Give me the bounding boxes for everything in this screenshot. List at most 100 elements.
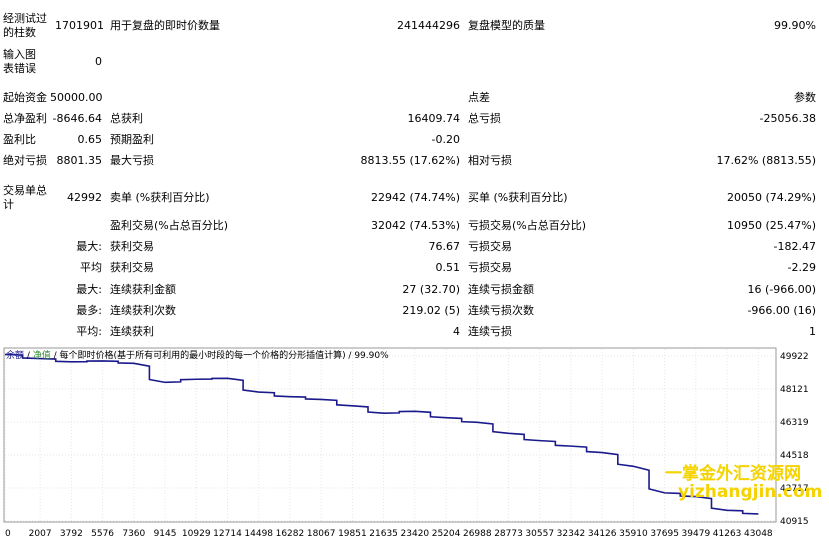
total-trades-label: 交易单总计	[3, 184, 47, 211]
x-tick-label: 18067	[307, 529, 336, 539]
x-tick-label: 21635	[369, 529, 398, 539]
chart-legend: 余额 / 净值 / 每个即时价格(基于所有可利用的最小时段的每一个价格的分形插值…	[6, 348, 389, 361]
legend-text: / 每个即时价格(基于所有可利用的最小时段的每一个价格的分形插值计算) / 99…	[50, 351, 389, 361]
avg-profit-label: 获利交易	[110, 261, 154, 274]
y-tick-label: 48121	[780, 385, 809, 395]
profit-factor-value: 0.65	[77, 133, 103, 146]
balance-line	[4, 353, 759, 515]
y-tick-label: 49922	[780, 352, 809, 362]
avg-loss-label: 亏损交易	[468, 261, 512, 274]
largest-profit-value: 76.67	[428, 240, 461, 253]
gross-profit-label: 总获利	[110, 112, 143, 125]
x-tick-label: 2007	[29, 529, 52, 539]
x-tick-label: 7360	[122, 529, 145, 539]
quality-label: 复盘模型的质量	[468, 19, 545, 32]
plot-area	[3, 347, 777, 523]
quality-value: 99.90%	[774, 19, 816, 32]
legend-equity: 净值	[32, 351, 51, 361]
x-tick-label: 25204	[432, 529, 461, 539]
abs-dd-label: 绝对亏损	[3, 154, 47, 167]
y-axis-ticks: 49922 48121 46319 44518 42717 40915	[780, 352, 809, 527]
largest-profit-label: 获利交易	[110, 240, 154, 253]
legend-sep: /	[24, 351, 33, 361]
short-trades-value: 22942 (74.74%)	[370, 191, 460, 204]
x-tick-label: 30557	[525, 529, 554, 539]
long-trades-value: 20050 (74.29%)	[726, 191, 816, 204]
y-tick-label: 40915	[780, 517, 809, 527]
y-tick-label: 46319	[780, 418, 809, 428]
max-prefix: 最大:	[76, 283, 102, 296]
report-table: 经测试过的柱数 1701901 用于复盘的即时价数量 241444296 复盘模…	[3, 12, 816, 338]
loss-trades-value: 10950 (25.47%)	[726, 219, 816, 232]
watermark-cn: 一掌金外汇资源网	[665, 464, 801, 484]
loss-trades-label: 亏损交易(%占总百分比)	[468, 219, 587, 232]
profit-trades-label: 盈利交易(%占总百分比)	[110, 219, 229, 232]
x-tick-label: 9145	[154, 529, 177, 539]
max-dd-value: 8813.55 (17.62%)	[360, 154, 460, 167]
largest-loss-label: 亏损交易	[468, 240, 512, 253]
x-tick-label: 39479	[682, 529, 711, 539]
x-tick-label: 32342	[557, 529, 586, 539]
deposit-value: 50000.00	[50, 91, 103, 104]
y-tick-label: 44518	[780, 451, 809, 461]
x-tick-label: 0	[5, 529, 11, 539]
avg-loss-value: -2.29	[787, 261, 816, 274]
x-tick-label: 37695	[650, 529, 679, 539]
spread-label: 点差	[468, 91, 490, 104]
profit-factor-label: 盈利比	[3, 133, 36, 146]
spread-value: 参数	[794, 91, 816, 104]
max-dd-label: 最大亏损	[110, 154, 154, 167]
x-tick-label: 14498	[244, 529, 273, 539]
bars-label: 经测试过的柱数	[3, 12, 47, 39]
x-tick-label: 10929	[182, 529, 211, 539]
net-profit-value: -8646.64	[52, 112, 102, 125]
x-tick-label: 23420	[401, 529, 430, 539]
grid-lines	[4, 349, 775, 522]
max-cons-loss-label: 连续亏损次数	[468, 304, 534, 317]
avg-cons-wins-value: 4	[453, 325, 460, 338]
profit-trades-value: 32042 (74.53%)	[370, 219, 460, 232]
gross-loss-label: 总亏损	[468, 112, 501, 125]
errors-value: 0	[95, 55, 102, 68]
largest-prefix: 最大:	[76, 240, 102, 253]
gross-loss-value: -25056.38	[759, 112, 816, 125]
avg-profit-value: 0.51	[435, 261, 461, 274]
largest-loss-value: -182.47	[773, 240, 816, 253]
x-tick-label: 34126	[588, 529, 617, 539]
x-tick-label: 35910	[619, 529, 648, 539]
avg2-prefix: 平均:	[76, 325, 102, 338]
balance-chart-svg: 0 2007 3792 5576 7360 9145 10929 12714 14498 1628…	[3, 347, 809, 539]
x-tick-label: 41263	[713, 529, 742, 539]
ticks-label: 用于复盘的即时价数量	[110, 19, 220, 32]
max-cons-wins-label: 连续获利金额	[110, 283, 176, 296]
most-prefix: 最多:	[76, 304, 102, 317]
watermark-url: yizhangjin.com	[678, 482, 823, 502]
x-tick-label: 12714	[213, 529, 242, 539]
rel-dd-value: 17.62% (8813.55)	[716, 154, 816, 167]
max-cons-profit-label: 连续获利次数	[110, 304, 176, 317]
max-cons-losses-value: 16 (-966.00)	[747, 283, 816, 296]
x-tick-label: 19851	[338, 529, 367, 539]
y-tick-label: 42717	[780, 484, 809, 494]
x-tick-label: 43048	[744, 529, 773, 539]
abs-dd-value: 8801.35	[56, 154, 103, 167]
max-cons-profit-value: 219.02 (5)	[402, 304, 460, 317]
deposit-label: 起始资金	[3, 91, 47, 104]
expected-payoff-label: 预期盈利	[110, 133, 154, 146]
x-tick-label: 16282	[276, 529, 305, 539]
expected-payoff-value: -0.20	[431, 133, 460, 146]
avg-cons-wins-label: 连续获利	[110, 325, 154, 338]
x-axis-ticks: 0 2007 3792 5576 7360 9145 10929 12714 14498 1628…	[5, 529, 773, 539]
max-cons-losses-label: 连续亏损金额	[468, 283, 534, 296]
total-trades-value: 42992	[67, 191, 102, 204]
bars-value: 1701901	[55, 19, 104, 32]
balance-chart: 0 2007 3792 5576 7360 9145 10929 12714 14498 1628…	[0, 346, 829, 543]
net-profit-label: 总净盈利	[3, 112, 47, 125]
short-trades-label: 卖单 (%获利百分比)	[110, 191, 210, 204]
gross-profit-value: 16409.74	[407, 112, 461, 125]
ticks-value: 241444296	[397, 19, 460, 32]
x-tick-label: 26988	[463, 529, 492, 539]
max-cons-wins-value: 27 (32.70)	[402, 283, 460, 296]
avg-cons-losses-value: 1	[809, 325, 816, 338]
x-tick-label: 28773	[494, 529, 523, 539]
